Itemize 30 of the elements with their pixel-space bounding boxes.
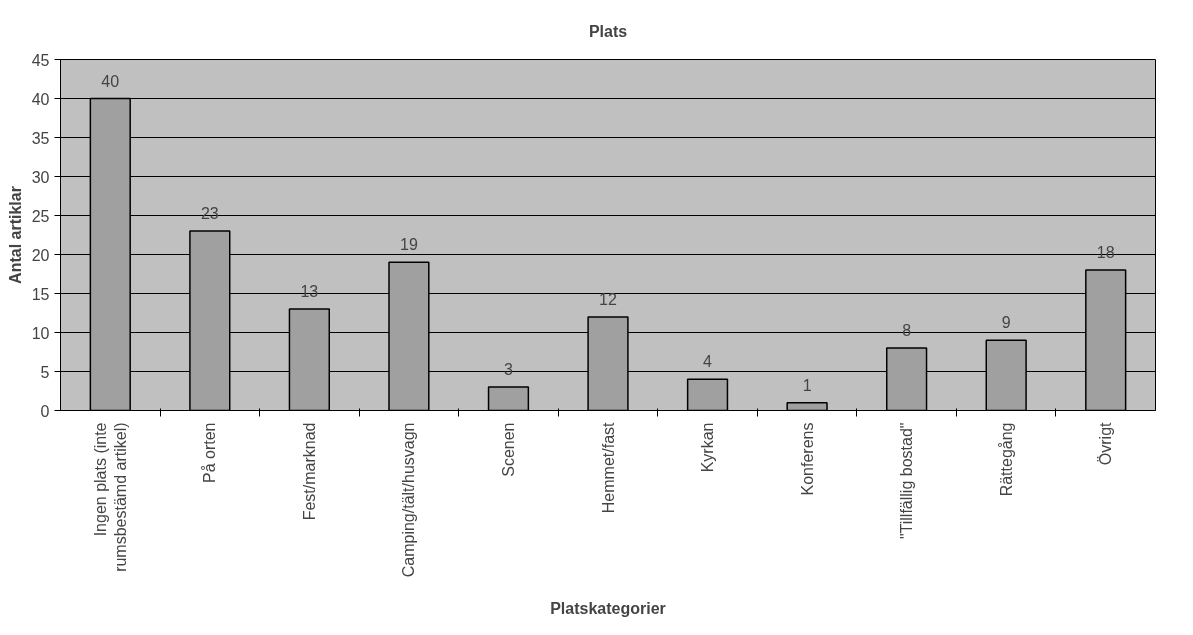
data-label: 9 xyxy=(1001,314,1011,332)
y-tick-label: 15 xyxy=(31,285,50,303)
data-label: 1 xyxy=(802,376,812,394)
y-axis-title: Antal artiklar xyxy=(6,186,24,284)
x-tick-label: "Tillfällig bostad" xyxy=(898,422,916,540)
y-tick-label: 40 xyxy=(31,90,50,108)
x-axis-title: Platskategorier xyxy=(550,600,666,618)
x-tick-label: Kyrkan xyxy=(699,422,717,473)
x-tick-label: Rättegång xyxy=(997,422,1015,497)
y-tick-label: 45 xyxy=(31,51,50,69)
data-label: 19 xyxy=(400,236,418,254)
x-tick-label: Fest/marknad xyxy=(300,422,318,521)
chart-title: Plats xyxy=(588,22,628,40)
y-tick-label: 20 xyxy=(31,246,50,264)
x-tick-label: På orten xyxy=(201,422,219,483)
y-tick-label: 5 xyxy=(40,363,50,381)
x-tick-label: Scenen xyxy=(499,422,517,477)
y-tick-label: 25 xyxy=(31,207,50,225)
data-label: 4 xyxy=(703,353,713,371)
x-tick-label: Konferens xyxy=(798,422,816,496)
x-tick-label: Ingen plats (inte rumsbestämd artikel) xyxy=(91,422,129,572)
x-tick-label: Hemmet/fast xyxy=(599,421,617,514)
data-label: 12 xyxy=(599,290,617,308)
x-tick-label: Camping/tält/husvagn xyxy=(400,422,418,578)
data-label: 40 xyxy=(101,72,120,90)
x-tick-label: Övrigt xyxy=(1097,421,1115,466)
y-tick-label: 0 xyxy=(40,402,50,420)
y-tick-label: 35 xyxy=(31,129,50,147)
y-tick-label: 10 xyxy=(31,324,50,342)
y-tick-label: 30 xyxy=(31,168,50,186)
